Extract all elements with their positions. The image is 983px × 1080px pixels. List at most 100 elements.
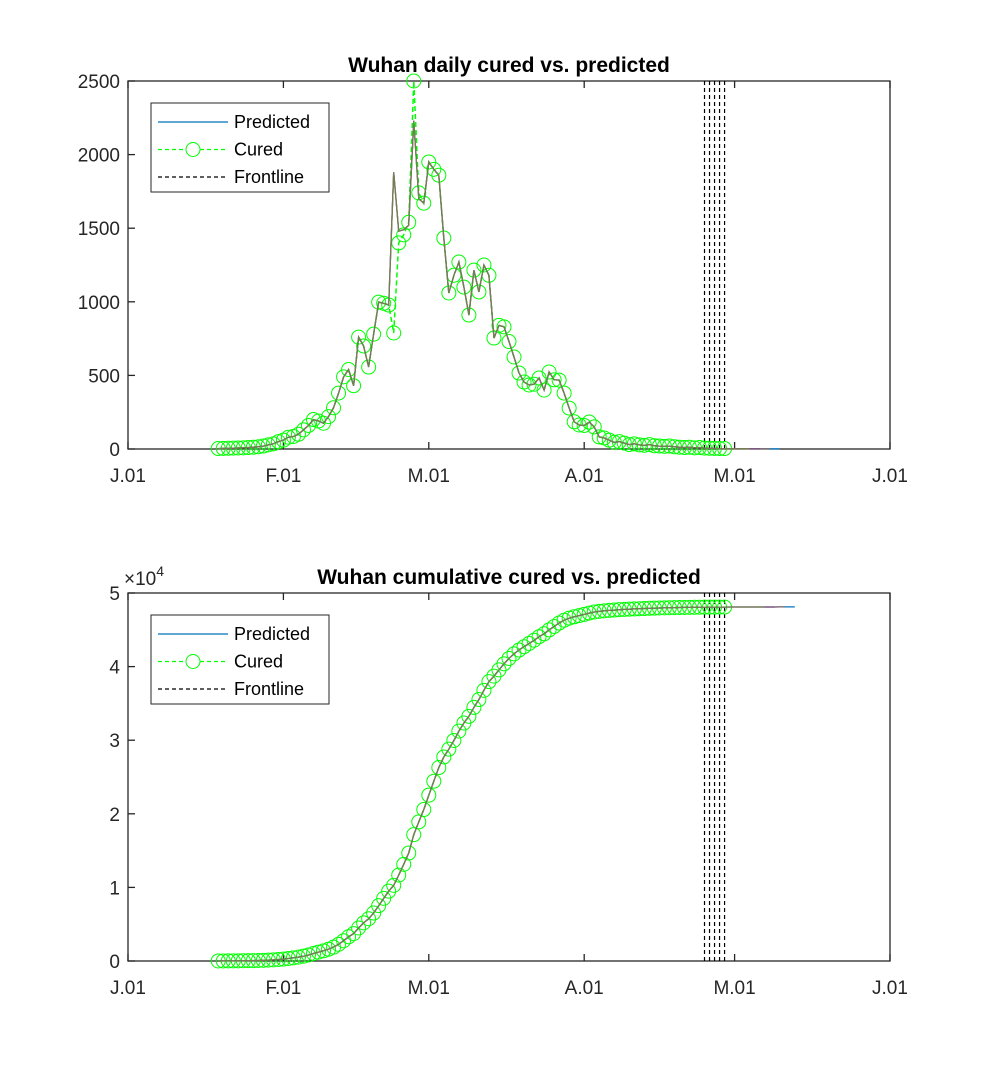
x-tick-label: M.01 (408, 978, 450, 999)
legend-label-frontline: Frontline (234, 679, 304, 699)
cured-marker (566, 609, 582, 625)
cured-marker (441, 285, 457, 301)
cured-marker (501, 334, 517, 350)
y-tick-label: 1000 (78, 293, 120, 314)
legend-marker-icon (185, 654, 201, 669)
cured-marker (391, 235, 407, 251)
cured-marker (406, 827, 422, 843)
cured-marker (290, 949, 306, 965)
cured-marker (436, 749, 452, 765)
cured-marker (280, 429, 296, 445)
legend-label-cured: Cured (234, 140, 283, 160)
y-exponent-label: ×104 (124, 563, 164, 590)
y-tick-label: 4 (109, 658, 120, 679)
cured-marker (321, 409, 337, 425)
cured-marker (556, 385, 572, 401)
cured-marker (421, 787, 437, 803)
cured-marker (461, 708, 477, 724)
cured-marker (361, 359, 377, 375)
cured-marker (536, 626, 552, 642)
cured-marker (561, 400, 577, 416)
cured-marker (290, 426, 306, 442)
y-exponent-power: 4 (156, 563, 164, 579)
cured-marker (426, 161, 442, 177)
cured-marker (476, 257, 492, 273)
cured-marker (311, 944, 326, 960)
y-tick-label: 1500 (78, 219, 120, 240)
cured-marker (295, 422, 311, 438)
cured-marker (466, 262, 482, 278)
cured-marker (581, 414, 597, 430)
cured-marker (471, 692, 487, 708)
cured-marker (466, 699, 482, 715)
cured-marker (346, 378, 362, 394)
x-tick-label: J.01 (110, 978, 146, 999)
cured-marker (275, 432, 291, 448)
cured-marker (280, 950, 296, 966)
predicted-line-overlay (218, 606, 765, 962)
y-tick-label: 2 (109, 805, 120, 826)
cured-marker (566, 414, 582, 430)
x-tick-label: J.01 (872, 978, 908, 999)
cured-marker (300, 417, 316, 433)
cured-marker (381, 883, 397, 899)
cured-marker (386, 325, 402, 341)
legend: Predicted Cured Frontline (150, 102, 330, 193)
y-tick-label: 2000 (78, 146, 120, 167)
cured-marker (506, 349, 522, 365)
legend-label-frontline: Frontline (234, 167, 304, 187)
x-tick-label: J.01 (872, 466, 908, 487)
x-tick-label: F.01 (265, 978, 301, 999)
cured-marker (476, 682, 492, 698)
x-tick-label: A.01 (565, 978, 604, 999)
cured-marker (295, 948, 311, 964)
cured-marker (406, 73, 422, 89)
legend: Predicted Cured Frontline (150, 614, 330, 705)
cured-marker (331, 936, 347, 952)
y-tick-label: 1 (109, 878, 120, 899)
y-tick-label: 500 (88, 366, 120, 387)
x-tick-label: A.01 (565, 466, 604, 487)
cured-marker (541, 622, 557, 638)
chart-title: Wuhan cumulative cured vs. predicted (317, 566, 701, 589)
cured-marker (255, 438, 271, 454)
legend-label-predicted: Predicted (234, 112, 310, 132)
cured-marker (366, 905, 382, 921)
cured-marker (576, 606, 592, 622)
cured-marker (351, 329, 367, 345)
y-tick-label: 5 (109, 584, 120, 605)
cured-marker (356, 915, 372, 931)
cured-marker (486, 668, 502, 684)
chart-1: J.01 F.01 M.01 A.01 M.01 J.01 0 500 1000 1500 2000… (78, 54, 908, 487)
cured-marker (431, 760, 447, 776)
cured-marker (536, 382, 552, 398)
cured-marker (416, 802, 432, 818)
cured-marker (541, 364, 557, 380)
cured-marker (366, 326, 382, 342)
cured-marker (591, 603, 607, 619)
chart-2: J.01 F.01 M.01 A.01 M.01 J.01 0 1 2 3 4 5×104 Wuhan … (109, 563, 908, 999)
cured-marker (386, 877, 402, 893)
cured-marker (391, 867, 407, 883)
cured-marker (451, 254, 467, 270)
cured-marker (371, 294, 387, 310)
predicted-line-overlay (218, 120, 750, 450)
cured-marker (285, 950, 301, 966)
cured-marker (501, 650, 517, 666)
cured-marker (506, 646, 522, 662)
cured-marker (326, 400, 342, 416)
cured-marker (561, 610, 577, 626)
cured-marker (351, 920, 367, 936)
x-tick-label: M.01 (408, 466, 450, 487)
cured-marker (305, 946, 321, 962)
cured-marker (496, 319, 512, 335)
cured-marker (571, 417, 587, 433)
x-tick-label: M.01 (713, 466, 755, 487)
legend-marker-icon (185, 142, 201, 157)
cured-marker (496, 656, 512, 672)
cured-marker (461, 307, 477, 323)
cured-marker (446, 732, 462, 748)
cured-marker (426, 773, 442, 789)
cured-marker (456, 279, 472, 295)
